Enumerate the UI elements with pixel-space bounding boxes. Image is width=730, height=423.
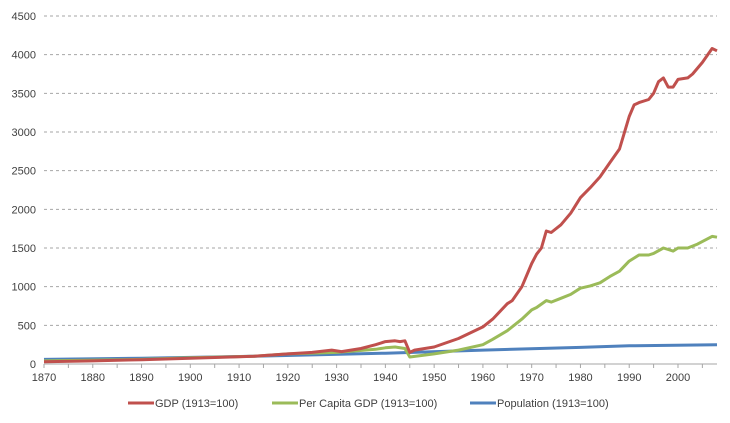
x-tick-label: 1950 (422, 372, 446, 384)
x-tick-label: 2000 (666, 372, 690, 384)
y-tick-label: 1000 (12, 282, 36, 294)
y-tick-label: 2000 (12, 204, 36, 216)
series-line (43, 234, 718, 363)
y-tick-label: 500 (18, 320, 36, 332)
legend-label: Per Capita GDP (1913=100) (299, 398, 437, 410)
x-axis: 1870 1880 1890 1900 1910 1920 1930 1940 1950 1960… (32, 363, 717, 384)
x-tick-label: 1960 (471, 372, 495, 384)
x-tick-label: 1970 (519, 372, 543, 384)
y-axis: 0 500 1000 1500 2000 2500 3000 3500 4000 4500 (12, 11, 36, 371)
series-lines (43, 47, 718, 364)
x-tick-label: 1930 (324, 372, 348, 384)
series-line (43, 47, 718, 364)
series-line (43, 343, 718, 361)
x-tick-label: 1890 (129, 372, 153, 384)
legend-label: Population (1913=100) (497, 398, 609, 410)
x-tick-label: 1910 (227, 372, 251, 384)
x-tick-label: 1920 (276, 372, 300, 384)
gridlines (44, 15, 717, 326)
y-tick-label: 3000 (12, 127, 36, 139)
x-tick-label: 1980 (568, 372, 592, 384)
x-tick-label: 1900 (178, 372, 202, 384)
x-tick-label: 1940 (373, 372, 397, 384)
y-tick-label: 0 (30, 359, 36, 371)
y-tick-label: 1500 (12, 243, 36, 255)
y-tick-label: 2500 (12, 166, 36, 178)
legend: GDP (1913=100) Per Capita GDP (1913=100) P… (128, 398, 609, 410)
x-tick-label: 1990 (617, 372, 641, 384)
x-tick-label: 1880 (81, 372, 105, 384)
x-tick-label: 1870 (32, 372, 56, 384)
y-tick-label: 4000 (12, 50, 36, 62)
legend-label: GDP (1913=100) (155, 398, 238, 410)
y-tick-label: 3500 (12, 88, 36, 100)
y-tick-label: 4500 (12, 11, 36, 23)
